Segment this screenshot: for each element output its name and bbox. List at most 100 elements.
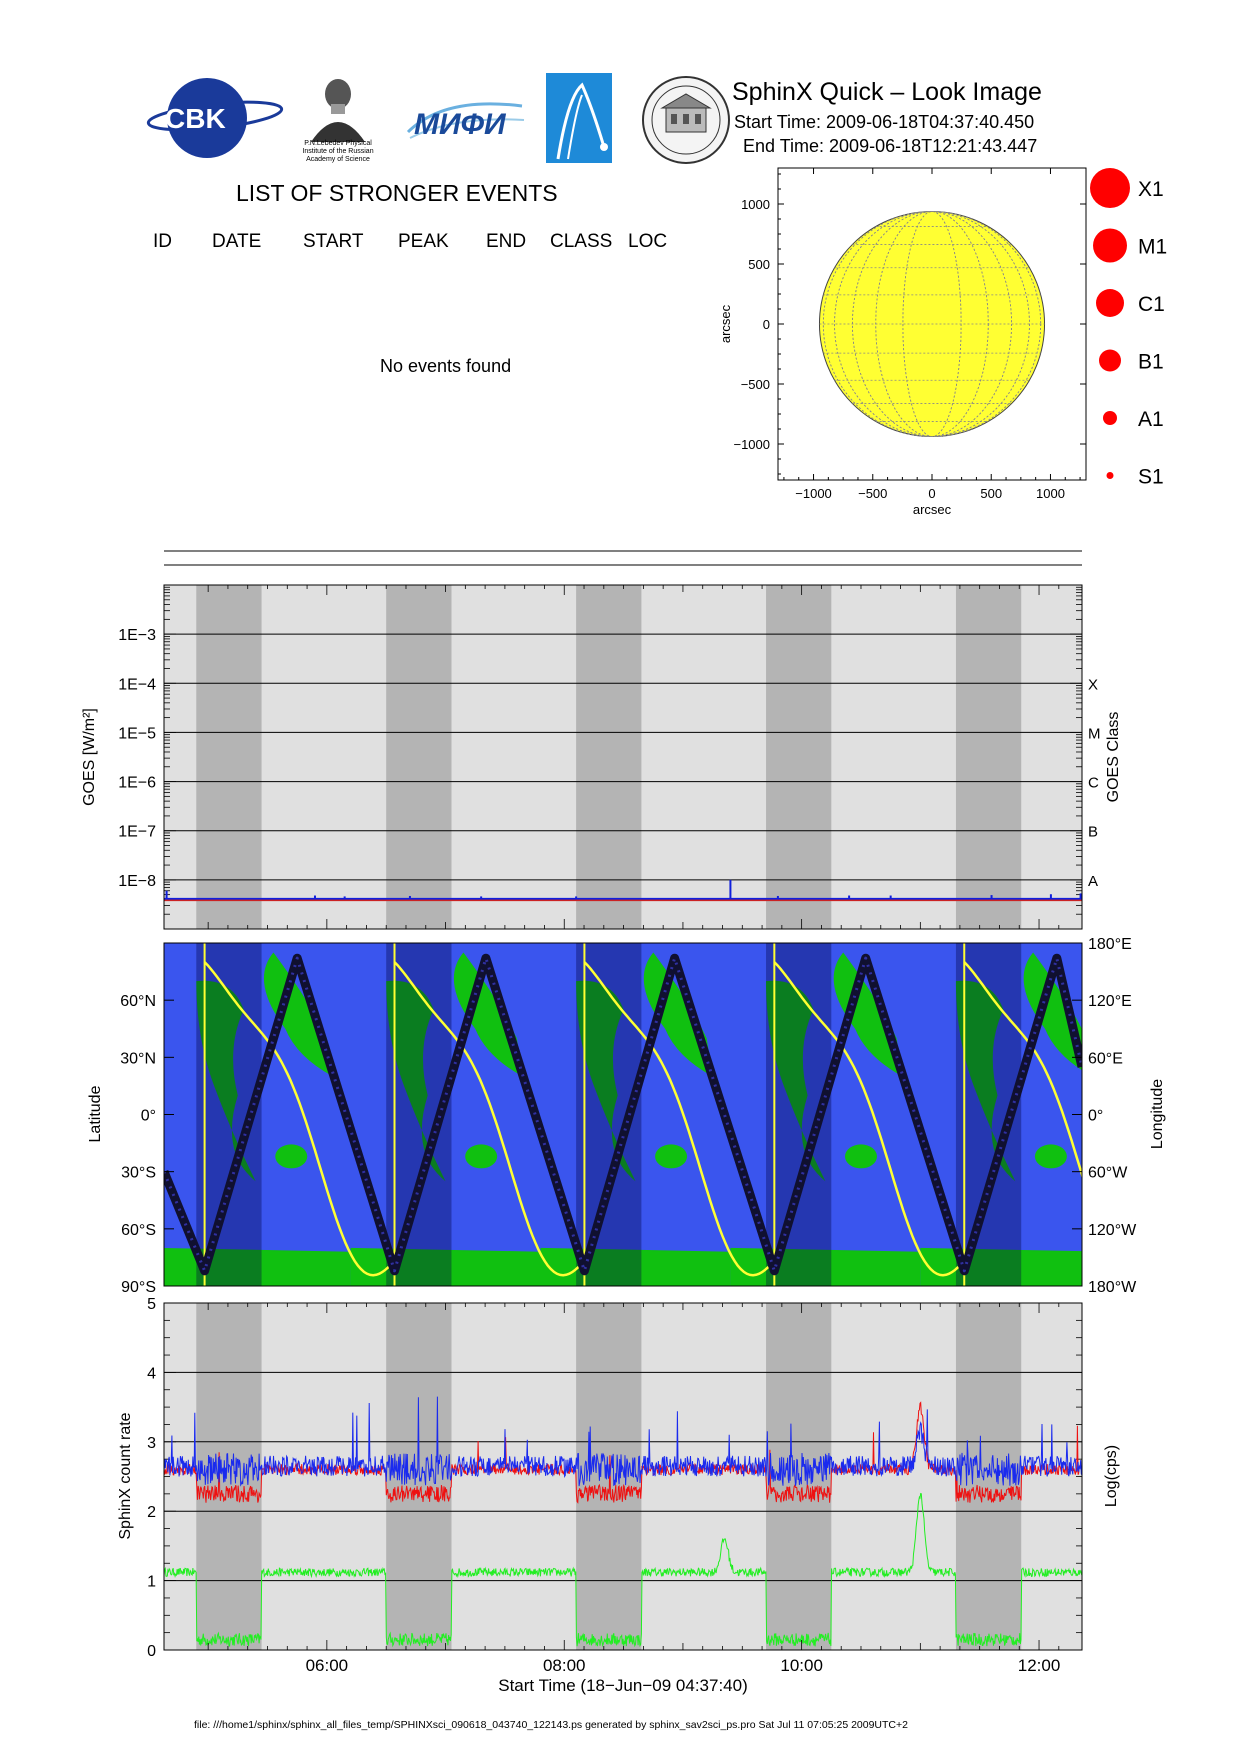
geo-y2tick-label: 60°W [1088, 1165, 1128, 1182]
goes-class-label: A [1088, 873, 1098, 890]
geo-y2label: Longitude [1149, 1079, 1166, 1149]
sx-night-band [386, 1303, 452, 1650]
geo-y2tick-label: 0° [1088, 1108, 1103, 1125]
disk-xtick-label: 0 [928, 486, 935, 501]
disk-xlabel: arcsec [913, 502, 952, 517]
events-col-peak: PEAK [398, 231, 449, 252]
land-north [453, 952, 523, 1077]
events-col-date: DATE [212, 231, 262, 252]
goes-ytick-label: 1E−3 [118, 627, 156, 644]
university-seal-logo [642, 76, 730, 164]
disk-ytick-label: 0 [763, 317, 770, 332]
geo-y2tick-label: 120°E [1088, 993, 1132, 1010]
disk-xtick-label: −1000 [795, 486, 832, 501]
geo-ytick-label: 0° [141, 1108, 156, 1125]
disk-longitude-line [822, 211, 1042, 437]
goes-class-label: X [1088, 676, 1098, 693]
time-series-panels: 1E−3 1E−4 1E−5 1E−6 1E−7 1E−8 X M C B A 60°N 30°N 0°… [81, 584, 1166, 1695]
goes-y2label: GOES Class [1105, 712, 1122, 803]
geo-ytick-label: 30°S [121, 1165, 156, 1182]
geo-y2tick-label: 180°E [1088, 936, 1132, 953]
goes-ytick-label: 1E−5 [118, 725, 156, 742]
geo-ytick-label: 60°S [121, 1222, 156, 1239]
goes-ytick-label: 1E−6 [118, 775, 156, 792]
legend-marker-a1 [1103, 411, 1117, 425]
legend-label-c1: C1 [1138, 293, 1165, 316]
legend-marker-m1 [1093, 228, 1127, 263]
geo-ytick-label: 30°N [120, 1050, 156, 1067]
sx-ytick-label: 1 [147, 1574, 156, 1591]
sx-frame [163, 1302, 1083, 1651]
goes-night-band [196, 585, 262, 929]
legend-label-a1: A1 [1138, 408, 1164, 431]
time-tick-label: 10:00 [780, 1656, 823, 1675]
separator-lines [164, 550, 1082, 566]
goes-frame [163, 584, 1083, 930]
geo-y2tick-label: 60°E [1088, 1050, 1123, 1067]
legend-marker-x1 [1090, 168, 1130, 208]
legend-label-x1: X1 [1138, 178, 1164, 201]
terminator-curve [773, 961, 960, 1277]
sx-y2label: Log(cps) [1103, 1445, 1120, 1507]
legend-marker-b1 [1099, 349, 1121, 372]
goes-ytick-label: 1E−8 [118, 873, 156, 890]
sx-ylabel: SphinX count rate [117, 1412, 134, 1539]
goes-class-label: M [1088, 725, 1101, 742]
terminator-curve [583, 961, 770, 1277]
legend-marker-s1 [1106, 472, 1114, 479]
terminator-curve [203, 961, 390, 1277]
footer-file-info: file: ///home1/sphinx/sphinx_all_files_t… [194, 1719, 908, 1731]
terminator-curve [393, 961, 580, 1277]
comet-logo [546, 73, 612, 163]
geo-y2tick-label: 120°W [1088, 1222, 1137, 1239]
sx-ytick-label: 2 [147, 1504, 156, 1521]
mifi-logo-text: MИФИ [414, 108, 507, 141]
mifi-logo: MИФИ [406, 102, 525, 141]
lebedev-caption-3: Academy of Science [306, 156, 370, 163]
land-north [643, 952, 713, 1077]
sx-ytick-label: 5 [147, 1296, 156, 1313]
land-island [655, 1144, 688, 1169]
disk-longitude-line [852, 211, 1012, 437]
land-continent [576, 980, 636, 1182]
disk-ytick-label: 1000 [741, 197, 770, 212]
goes-class-label: C [1088, 775, 1099, 792]
goes-night-band [386, 585, 452, 929]
class-legend: X1 M1 C1 B1 A1 S1 [1090, 168, 1167, 489]
goes-night-band [576, 585, 642, 929]
legend-label-b1: B1 [1138, 351, 1164, 374]
land-island [275, 1144, 308, 1169]
lebedev-caption-1: P.N.Lebedev Physical [304, 140, 372, 147]
land-continent [196, 980, 256, 1182]
geo-ylabel: Latitude [87, 1085, 104, 1142]
disk-ytick-label: −500 [741, 377, 770, 392]
lebedev-caption-2: Institute of the Russian [302, 148, 373, 155]
sx-ytick-label: 0 [147, 1643, 156, 1660]
geo-map [164, 943, 1082, 1286]
geo-frame [163, 942, 1083, 1287]
orbit-track-highlight [164, 956, 1082, 1273]
geo-ytick-label: 90°S [121, 1279, 156, 1296]
sx-series-blue [164, 1396, 1082, 1487]
land-continent [766, 980, 826, 1182]
geo-y2tick-label: 180°W [1088, 1279, 1137, 1296]
time-tick-label: 12:00 [1018, 1656, 1061, 1675]
goes-night-band [955, 585, 1022, 929]
time-tick-label: 08:00 [543, 1656, 586, 1675]
goes-ytick-label: 1E−4 [118, 676, 156, 693]
events-col-loc: LOC [628, 231, 668, 252]
disk-ytick-label: −1000 [733, 437, 770, 452]
events-title: LIST OF STRONGER EVENTS [236, 180, 558, 206]
no-events-message: No events found [380, 356, 512, 376]
time-tick-label: 06:00 [306, 1656, 349, 1675]
sx-series-green [164, 1492, 1082, 1648]
legend-label-m1: M1 [1138, 236, 1167, 259]
events-col-id: ID [153, 231, 172, 252]
legend-label-s1: S1 [1138, 466, 1164, 489]
land-continent [386, 980, 446, 1182]
goes-ytick-label: 1E−7 [118, 824, 156, 841]
cbk-pan-logo: CBK [146, 78, 284, 158]
land-continent [955, 980, 1016, 1182]
land-north [833, 952, 903, 1077]
disk-xtick-label: 1000 [1036, 486, 1065, 501]
